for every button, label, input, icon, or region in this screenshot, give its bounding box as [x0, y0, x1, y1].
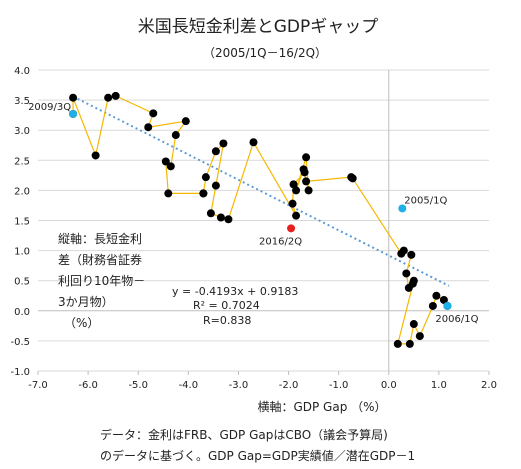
data-point	[439, 295, 448, 304]
y-tick-label: 3.0	[14, 126, 30, 137]
data-point	[171, 131, 180, 140]
regression-stats: y = -0.4193x + 0.9183 R² = 0.7024 R=0.83…	[172, 285, 298, 327]
data-point	[111, 91, 120, 100]
highlight-point-label: 2006/1Q	[435, 314, 478, 325]
data-point	[404, 283, 413, 292]
y-tick-label: 1.5	[14, 217, 30, 228]
x-tick-label: 1.0	[431, 380, 447, 391]
data-point	[397, 249, 406, 258]
data-point	[288, 199, 297, 208]
x-tick-label: -3.0	[229, 380, 249, 391]
chart-subtitle: （2005/1Q－16/2Q）	[203, 46, 327, 60]
data-point	[206, 209, 215, 218]
y-axis-label-line: 3か月物）	[58, 295, 114, 309]
r-squared-label: R² = 0.7024	[193, 299, 260, 312]
y-tick-labels: 4.0 3.5 3.0 2.5 2.0 1.5 1.0 0.5 0.0 -0.5 -1.0	[10, 66, 30, 378]
data-point	[300, 168, 309, 177]
x-tick-label: -7.0	[28, 380, 48, 391]
highlight-point	[287, 224, 296, 233]
y-tick-label: 4.0	[14, 66, 30, 77]
data-point	[181, 117, 190, 126]
data-point	[289, 180, 298, 189]
y-axis-label-line: 差（財務省証券	[58, 252, 142, 267]
data-point	[211, 181, 220, 190]
data-point	[211, 147, 220, 156]
y-tick-label: -0.5	[10, 337, 30, 348]
y-tick-label: 0.5	[14, 277, 30, 288]
highlight-point-label: 2016/2Q	[259, 236, 302, 247]
data-point	[219, 139, 228, 148]
x-tick-label: -1.0	[329, 380, 349, 391]
data-point	[144, 123, 153, 132]
data-point	[405, 339, 414, 348]
x-axis-label: 横軸：GDP Gap （%）	[257, 400, 386, 414]
y-axis-label-line: （%）	[64, 316, 99, 330]
y-tick-label: 2.0	[14, 186, 30, 197]
data-point	[69, 93, 78, 102]
data-point	[166, 162, 175, 171]
data-point	[302, 153, 311, 162]
x-tick-label: -2.0	[279, 380, 299, 391]
highlight-point	[398, 204, 407, 213]
data-point	[407, 250, 416, 259]
data-point	[432, 291, 441, 300]
regression-equation: y = -0.4193x + 0.9183	[172, 285, 298, 298]
data-point	[402, 269, 411, 278]
data-point	[409, 320, 418, 329]
quarterly-path-line	[72, 95, 448, 345]
y-axis-label: 縦軸：長短金利 差（財務省証券 利回り10年物－ 3か月物） （%）	[58, 231, 145, 330]
y-tick-label: 0.0	[14, 307, 30, 318]
trendline	[72, 95, 450, 287]
x-tick-label: 2.0	[481, 380, 497, 391]
data-point	[199, 189, 208, 198]
x-tick-label: -5.0	[128, 380, 148, 391]
highlight-point	[443, 301, 452, 310]
data-point	[304, 186, 313, 195]
x-tick-labels: -7.0 -6.0 -5.0 -4.0 -3.0 -2.0 -1.0 0.0 1.0 2.0	[28, 380, 497, 391]
y-tick-label: 1.0	[14, 247, 30, 258]
y-tick-label: 3.5	[14, 96, 30, 107]
data-point	[149, 109, 158, 118]
data-point	[91, 151, 100, 160]
data-point	[104, 93, 113, 102]
data-point	[201, 173, 210, 182]
data-point	[302, 177, 311, 186]
y-tick-label: 2.5	[14, 156, 30, 167]
data-point	[347, 173, 356, 182]
gridlines	[38, 69, 489, 372]
x-tick-label: -4.0	[179, 380, 199, 391]
highlighted-points: 2005/1Q 2006/1Q 2009/3Q 2016/2Q	[28, 102, 479, 325]
data-point	[428, 301, 437, 310]
data-point	[216, 213, 225, 222]
data-point	[164, 189, 173, 198]
highlight-point-label: 2005/1Q	[404, 195, 447, 206]
y-axis-label-line: 縦軸：長短金利	[58, 231, 142, 246]
y-tick-label: -1.0	[10, 367, 30, 378]
data-point	[161, 157, 170, 166]
data-point	[393, 339, 402, 348]
highlight-point	[69, 109, 78, 118]
data-point	[224, 215, 233, 224]
r-value-label: R=0.838	[203, 314, 251, 327]
data-point	[292, 211, 301, 220]
footnote-line-2: のデータに基づく。GDP Gap=GDP実績値／潜在GDP－1	[100, 448, 415, 463]
y-axis-label-line: 利回り10年物－	[58, 274, 145, 288]
chart-title: 米国長短金利差とGDPギャップ	[138, 17, 379, 37]
axes	[37, 70, 490, 375]
data-point	[415, 332, 424, 341]
data-point	[249, 138, 258, 147]
data-point	[292, 186, 301, 195]
highlight-point-label: 2009/3Q	[28, 102, 71, 113]
x-tick-label: 0.0	[381, 380, 397, 391]
footnote-line-1: データ：金利はFRB、GDP GapはCBO（議会予算局)	[100, 427, 388, 442]
x-tick-label: -6.0	[78, 380, 98, 391]
